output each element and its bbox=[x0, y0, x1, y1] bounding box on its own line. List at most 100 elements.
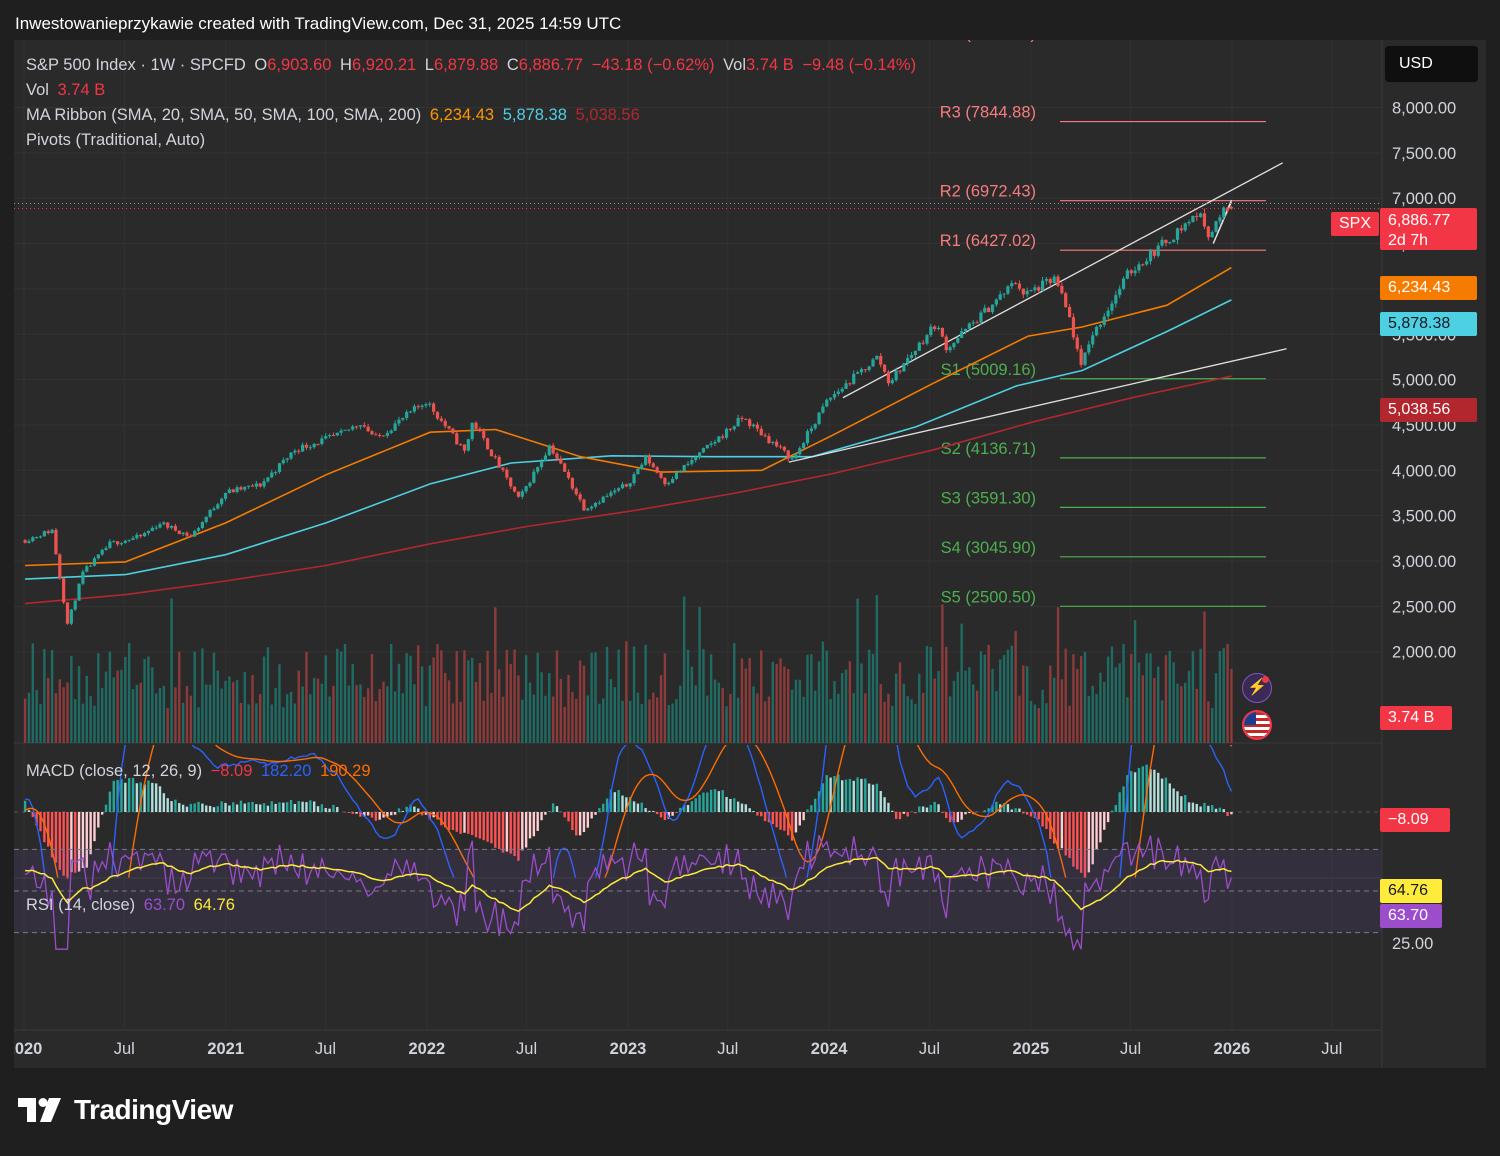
volume-bar bbox=[336, 648, 339, 743]
macd-histogram-bar bbox=[77, 812, 81, 872]
candle-body bbox=[879, 356, 883, 365]
candle-body bbox=[385, 432, 389, 436]
candle-body bbox=[497, 456, 501, 468]
price-badge-countdown: 2d 7h bbox=[1388, 232, 1429, 249]
macd-histogram-bar bbox=[359, 812, 362, 817]
macd-histogram-bar bbox=[413, 806, 416, 812]
macd-histogram-bar bbox=[1222, 809, 1225, 812]
candle-body bbox=[301, 444, 305, 452]
trendline bbox=[788, 348, 1287, 463]
sma200-line bbox=[25, 375, 1232, 605]
candle-body bbox=[636, 468, 640, 475]
macd-histogram-bar bbox=[232, 802, 235, 812]
macd-histogram-bar bbox=[621, 795, 624, 812]
volume-bar bbox=[247, 704, 250, 743]
volume-bar bbox=[420, 666, 424, 743]
volume-bar bbox=[1033, 704, 1037, 743]
volume-bar bbox=[259, 694, 262, 743]
candle-body bbox=[624, 484, 628, 487]
volume-bar bbox=[559, 678, 563, 743]
volume-bar bbox=[497, 669, 501, 743]
volume-bar bbox=[201, 648, 204, 743]
rsi-ma-line bbox=[25, 857, 1232, 913]
candle-body bbox=[50, 529, 54, 534]
volume-bar bbox=[1191, 651, 1195, 743]
volume-bar bbox=[181, 702, 185, 743]
candle-body bbox=[73, 600, 77, 610]
volume-bar bbox=[887, 693, 890, 743]
candle-body bbox=[840, 388, 844, 392]
candle-body bbox=[23, 540, 27, 543]
candle-body bbox=[1114, 295, 1118, 304]
volume-bar bbox=[933, 678, 936, 743]
macd-histogram-bar bbox=[89, 812, 92, 855]
pivot-label: S3 (3591.30) bbox=[941, 489, 1036, 507]
candle-body bbox=[929, 326, 933, 336]
macd-histogram-bar bbox=[682, 804, 686, 812]
macd-histogram-bar bbox=[470, 812, 474, 836]
candle-body bbox=[1002, 293, 1006, 295]
macd-histogram-bar bbox=[1130, 771, 1133, 812]
macd-histogram-bar bbox=[66, 812, 69, 880]
candle-body bbox=[543, 455, 548, 462]
candle-body bbox=[389, 430, 393, 433]
volume-bar bbox=[120, 669, 123, 743]
macd-histogram-bar bbox=[667, 812, 670, 819]
macd-histogram-bar bbox=[509, 812, 512, 854]
macd-histogram-bar bbox=[1052, 812, 1056, 844]
macd-histogram-bar bbox=[787, 812, 790, 836]
volume-bar bbox=[447, 680, 451, 743]
macd-histogram-bar bbox=[1087, 812, 1091, 873]
macd-histogram-bar bbox=[270, 801, 273, 812]
candle-body bbox=[366, 426, 370, 432]
volume-bar bbox=[829, 698, 832, 743]
volume-bar bbox=[1153, 678, 1156, 743]
macd-histogram-bar bbox=[23, 800, 27, 812]
volume-bar bbox=[351, 664, 354, 743]
candle-body bbox=[459, 444, 463, 446]
macd-histogram-bar bbox=[964, 812, 967, 815]
legend-volume-value: 3.74 B bbox=[57, 81, 106, 99]
lightning-event-icon[interactable]: ⚡ bbox=[1242, 673, 1272, 703]
macd-histogram-bar bbox=[1183, 794, 1187, 812]
volume-bar bbox=[914, 703, 917, 743]
volume-bar bbox=[482, 700, 485, 743]
macd-histogram-bar bbox=[370, 812, 374, 818]
macd-histogram-bar bbox=[694, 798, 697, 812]
macd-histogram-bar bbox=[85, 812, 88, 868]
volume-bar bbox=[648, 699, 651, 743]
candle-body bbox=[570, 477, 574, 489]
candle-body bbox=[262, 481, 266, 487]
volume-bar bbox=[590, 652, 593, 743]
macd-histogram-bar bbox=[686, 804, 690, 812]
volume-bar bbox=[1187, 670, 1191, 743]
macd-histogram-bar bbox=[995, 801, 998, 812]
macd-histogram-bar bbox=[548, 811, 551, 812]
chart-area[interactable]: 8,000.007,500.007,000.006,500.006,000.00… bbox=[14, 40, 1486, 1068]
volume-bar bbox=[197, 707, 200, 743]
candle-body bbox=[216, 504, 220, 509]
macd-histogram-bar bbox=[867, 783, 871, 812]
candle-body bbox=[1210, 231, 1214, 238]
macd-histogram-bar bbox=[93, 812, 96, 842]
rsi-ma-badge: 64.76 bbox=[1380, 879, 1442, 903]
volume-bar bbox=[1172, 662, 1175, 743]
macd-histogram-bar bbox=[1014, 808, 1017, 812]
macd-histogram-bar bbox=[594, 812, 597, 815]
candle-body bbox=[277, 463, 282, 473]
candle-body bbox=[354, 426, 359, 428]
volume-bar bbox=[1103, 681, 1106, 743]
macd-histogram-bar bbox=[709, 789, 713, 812]
volume-bar bbox=[50, 649, 54, 743]
us-flag-icon[interactable] bbox=[1242, 710, 1272, 740]
volume-bar bbox=[702, 649, 705, 743]
candle-body bbox=[185, 532, 189, 536]
candle-body bbox=[327, 435, 332, 437]
candle-body bbox=[27, 541, 31, 543]
tradingview-logo[interactable]: TradingView bbox=[18, 1094, 233, 1126]
volume-bar bbox=[490, 692, 493, 743]
price-chart[interactable]: 8,000.007,500.007,000.006,500.006,000.00… bbox=[14, 40, 1486, 1068]
currency-button[interactable]: USD bbox=[1385, 46, 1478, 82]
candle-body bbox=[62, 578, 66, 603]
volume-bar bbox=[775, 663, 778, 743]
